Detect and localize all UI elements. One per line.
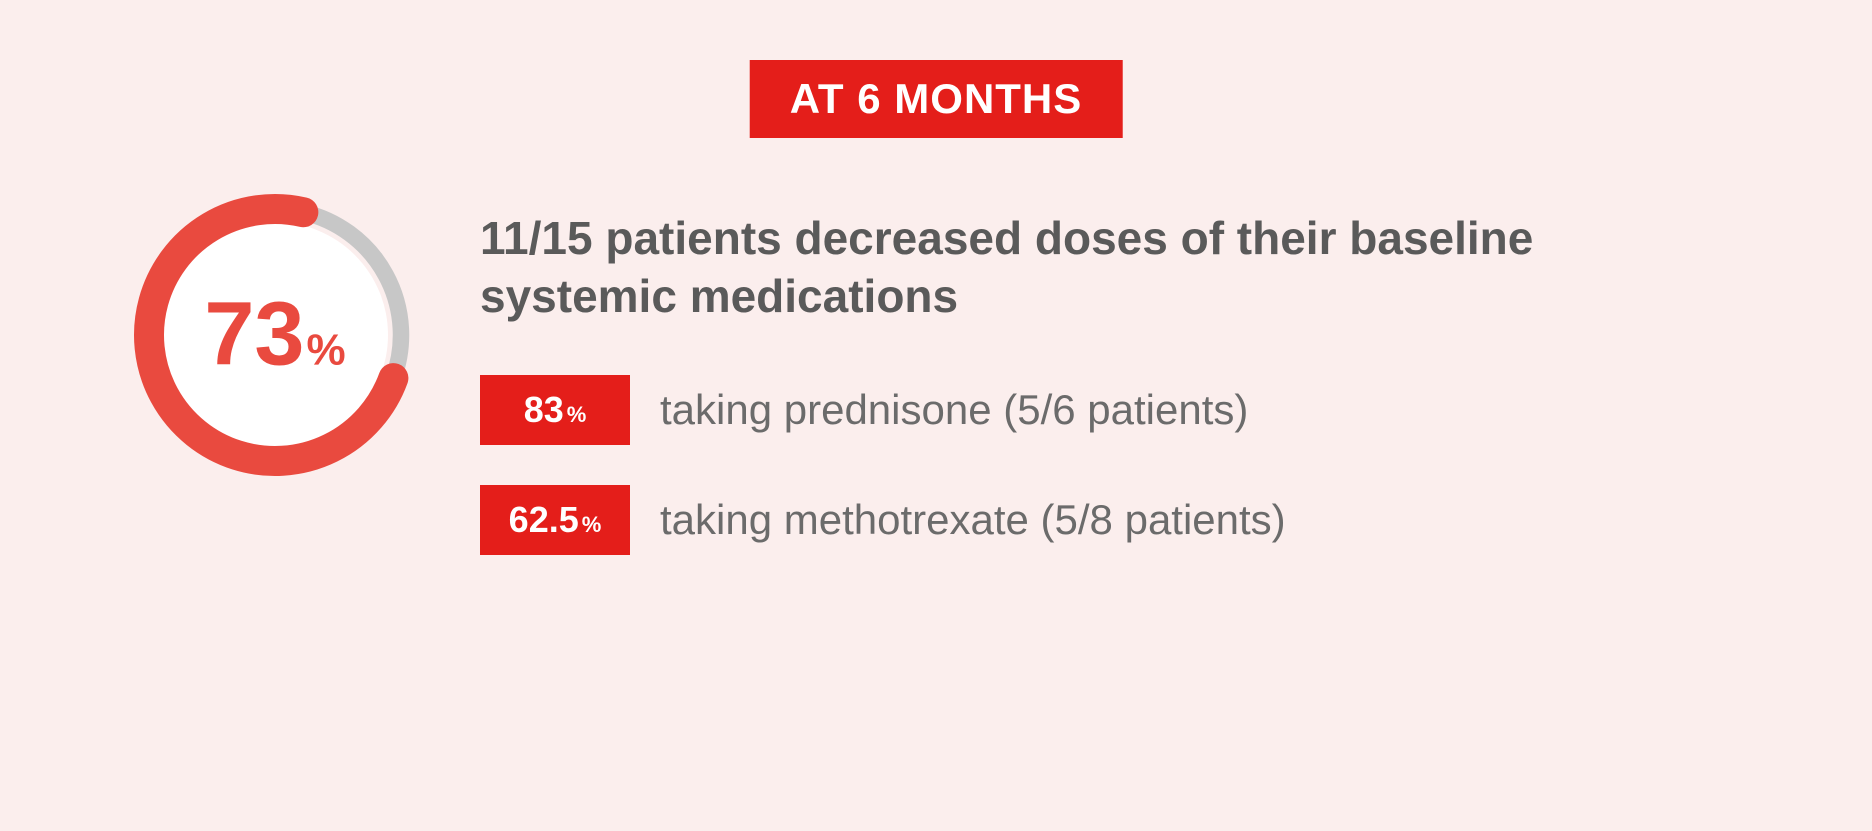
content-row: 73% 11/15 patients decreased doses of th… (130, 190, 1742, 595)
percent-sign: % (582, 512, 602, 538)
donut-value-number: 73 (204, 284, 304, 387)
headline-text: 11/15 patients decreased doses of their … (480, 210, 1580, 325)
header-label: AT 6 MONTHS (790, 75, 1083, 122)
stat-description: taking prednisone (5/6 patients) (660, 386, 1248, 434)
stat-description: taking methotrexate (5/8 patients) (660, 496, 1286, 544)
stat-row: 83% taking prednisone (5/6 patients) (480, 375, 1742, 445)
stat-badge-number: 62.5 (509, 499, 579, 541)
percent-sign: % (306, 326, 345, 376)
stat-badge-number: 83 (524, 389, 564, 431)
infographic-canvas: AT 6 MONTHS 73% 11/15 patients decreased… (0, 0, 1872, 831)
stat-badge: 83% (480, 375, 630, 445)
stat-badge: 62.5% (480, 485, 630, 555)
percent-sign: % (567, 402, 587, 428)
text-column: 11/15 patients decreased doses of their … (480, 190, 1742, 595)
donut-center-value: 73% (204, 284, 345, 387)
donut-chart: 73% (130, 190, 420, 480)
stat-row: 62.5% taking methotrexate (5/8 patients) (480, 485, 1742, 555)
header-badge: AT 6 MONTHS (750, 60, 1123, 138)
